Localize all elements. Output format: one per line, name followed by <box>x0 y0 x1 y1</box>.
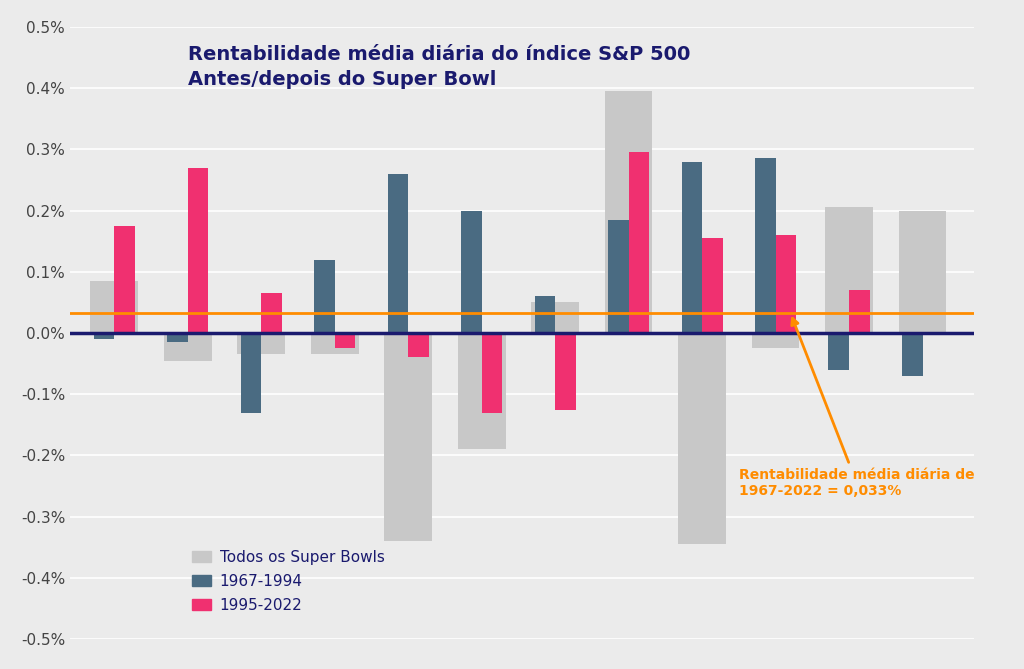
Bar <box>335 333 355 349</box>
Bar <box>755 159 775 333</box>
Bar <box>238 333 285 355</box>
Bar <box>682 161 702 333</box>
Bar <box>187 168 208 333</box>
Bar <box>752 333 800 349</box>
Bar <box>849 290 869 333</box>
Bar <box>531 302 579 333</box>
Bar <box>458 333 506 450</box>
Bar <box>902 333 923 376</box>
Bar <box>555 333 575 409</box>
Bar <box>629 153 649 333</box>
Bar <box>114 226 135 333</box>
Bar <box>535 296 555 333</box>
Bar <box>314 260 335 333</box>
Bar <box>775 235 796 333</box>
Bar <box>384 333 432 541</box>
Bar <box>828 333 849 370</box>
Text: Rentabilidade média diária do índice S&P 500
Antes/depois do Super Bowl: Rentabilidade média diária do índice S&P… <box>187 45 690 89</box>
Bar <box>605 91 652 333</box>
Bar <box>310 333 358 355</box>
Bar <box>164 333 212 361</box>
Bar <box>93 333 114 339</box>
Bar <box>678 333 726 545</box>
Bar <box>608 219 629 333</box>
Bar <box>241 333 261 413</box>
Text: Rentabilidade média diária de
1967-2022 = 0,033%: Rentabilidade média diária de 1967-2022 … <box>739 318 975 498</box>
Bar <box>409 333 429 357</box>
Bar <box>825 207 872 333</box>
Bar <box>481 333 502 413</box>
Bar <box>90 281 138 333</box>
Bar <box>702 238 723 333</box>
Bar <box>261 293 282 333</box>
Bar <box>461 211 481 333</box>
Legend: Todos os Super Bowls, 1967-1994, 1995-2022: Todos os Super Bowls, 1967-1994, 1995-20… <box>186 544 391 619</box>
Bar <box>899 211 946 333</box>
Bar <box>387 174 409 333</box>
Bar <box>167 333 187 342</box>
